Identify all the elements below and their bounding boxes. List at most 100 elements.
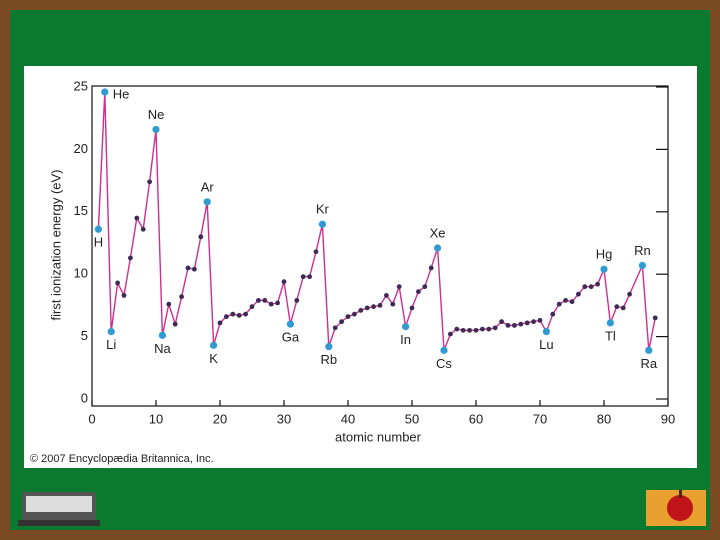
data-point (537, 317, 543, 323)
data-point (512, 322, 517, 328)
data-point (550, 311, 556, 317)
highlight-point (318, 220, 326, 228)
highlight-point (638, 261, 647, 270)
highlight-point (101, 88, 109, 96)
data-point (147, 179, 153, 185)
highlight-point (645, 346, 653, 354)
x-tick-label: 30 (277, 411, 291, 426)
point-label: Xe (430, 225, 446, 240)
point-label: Ar (201, 179, 215, 194)
data-point (134, 215, 140, 221)
data-point (345, 314, 351, 320)
point-label: Na (154, 341, 171, 356)
point-label: Ga (282, 330, 300, 345)
data-point (569, 299, 575, 305)
chart-panel (24, 66, 697, 468)
data-point (454, 326, 460, 332)
data-point (556, 301, 562, 307)
data-point (499, 319, 504, 325)
data-point (422, 284, 428, 290)
x-tick-label: 0 (88, 411, 95, 426)
data-point (652, 315, 658, 321)
data-point (121, 293, 127, 298)
data-point (588, 284, 594, 290)
highlight-point (107, 328, 115, 336)
x-tick-label: 70 (533, 411, 547, 426)
data-point (307, 274, 312, 280)
data-point (582, 284, 588, 290)
y-axis-label: first ionization energy (eV) (48, 169, 63, 320)
y-tick-label: 10 (74, 266, 88, 281)
y-tick-label: 0 (81, 390, 88, 405)
data-point (377, 303, 383, 308)
point-label: H (94, 235, 103, 250)
point-label: Kr (316, 202, 330, 217)
data-point (166, 301, 172, 307)
data-point (172, 321, 178, 327)
data-point (275, 300, 280, 306)
highlight-point (325, 342, 333, 351)
data-point (460, 327, 466, 333)
point-label: Lu (539, 337, 553, 352)
data-point (627, 291, 632, 297)
x-tick-label: 40 (341, 411, 355, 426)
x-tick-label: 50 (405, 411, 419, 426)
data-point (243, 311, 249, 317)
data-point (448, 331, 453, 337)
point-label: Hg (596, 247, 613, 262)
data-point (140, 226, 146, 232)
data-point (486, 326, 492, 332)
data-point (224, 314, 229, 320)
data-point (332, 325, 338, 331)
data-point (492, 325, 498, 331)
highlight-point (286, 320, 294, 328)
y-tick-label: 25 (74, 78, 88, 93)
x-tick-label: 80 (597, 411, 611, 426)
data-point (268, 301, 274, 307)
data-point (192, 266, 197, 272)
point-label: He (113, 86, 130, 101)
point-label: Li (106, 337, 116, 352)
data-point (480, 326, 485, 332)
point-label: In (400, 332, 411, 347)
data-point (531, 319, 536, 325)
data-point (384, 293, 389, 298)
highlight-point (94, 225, 102, 233)
data-point (179, 294, 185, 300)
highlight-point (542, 328, 551, 336)
highlight-point (434, 244, 442, 252)
data-point (115, 280, 120, 286)
data-point (595, 281, 600, 287)
highlight-point (158, 331, 166, 339)
data-point (563, 298, 568, 303)
plot-frame (91, 85, 669, 407)
data-point (352, 311, 357, 317)
data-point (371, 304, 376, 310)
highlight-point (440, 346, 448, 354)
data-point (428, 265, 434, 271)
data-point (473, 327, 479, 333)
data-point (416, 289, 421, 295)
laptop-icon (18, 492, 100, 526)
data-point (505, 322, 511, 328)
x-tick-label: 90 (661, 411, 675, 426)
point-label: Cs (436, 356, 452, 371)
data-point (217, 320, 223, 326)
data-point (524, 320, 530, 326)
highlight-point (606, 319, 615, 327)
credit: © 2007 Encyclopædia Britannica, Inc. (30, 453, 214, 465)
data-point (281, 279, 287, 285)
data-point (262, 298, 268, 303)
highlight-point (210, 341, 218, 349)
data-point (364, 305, 370, 311)
data-point (185, 265, 191, 271)
data-point (467, 327, 472, 333)
highlight-point (152, 125, 160, 134)
y-tick-label: 5 (81, 328, 88, 343)
highlight-point (402, 323, 410, 331)
data-point (256, 298, 261, 303)
data-point (294, 298, 300, 303)
x-axis-label: atomic number (335, 429, 422, 444)
data-point (576, 291, 581, 297)
data-point (236, 312, 242, 318)
